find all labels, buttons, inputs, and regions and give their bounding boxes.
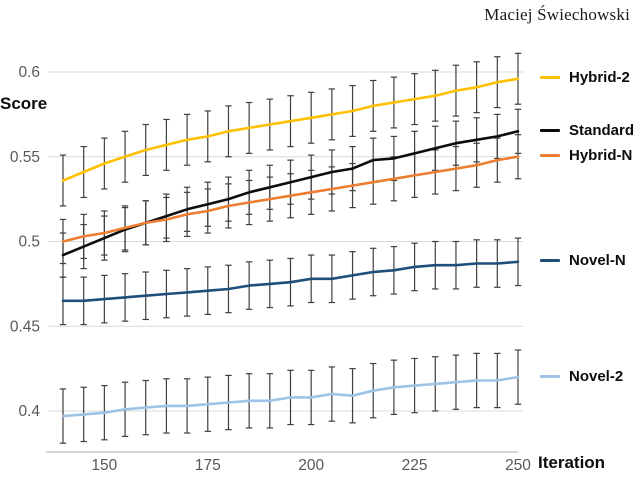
series-line-novel-n [61, 260, 520, 303]
x-tick-label: 250 [505, 457, 531, 474]
legend-item-hybrid-n: Hybrid-N [540, 145, 632, 167]
series-line-novel-2 [61, 375, 520, 418]
x-tick-label: 200 [298, 457, 324, 474]
novel-2-line-swatch-icon [540, 374, 560, 378]
series-line-hybrid-n [61, 155, 520, 243]
hybrid-2-line-swatch-icon [540, 76, 560, 80]
legend-label: Novel-2 [569, 367, 624, 385]
y-tick-label: 0.45 [10, 318, 40, 335]
legend-label: Hybrid-N [569, 147, 633, 165]
legend-item-standard: Standard [540, 119, 634, 141]
x-tick-label: 175 [195, 457, 221, 474]
y-tick-label: 0.4 [18, 403, 40, 420]
legend-item-hybrid-2: Hybrid-2 [540, 67, 630, 89]
series-line-hybrid-2 [61, 77, 520, 182]
hybrid-n-line-swatch-icon [540, 154, 560, 158]
standard-line-swatch-icon [540, 128, 560, 132]
author-name: Maciej Świechowski [484, 5, 630, 24]
legend-label: Novel-N [569, 252, 626, 270]
legend-label: Hybrid-2 [569, 69, 630, 87]
y-tick-label: 0.55 [10, 149, 40, 166]
x-axis-title: Iteration [538, 453, 606, 472]
y-tick-label: 0.6 [18, 64, 40, 81]
novel-n-line-swatch-icon [540, 259, 560, 263]
y-axis-title: Score [0, 94, 48, 113]
x-tick-label: 225 [402, 457, 428, 474]
legend-label: Standard [569, 121, 635, 139]
x-tick-label: 150 [91, 457, 117, 474]
legend-item-novel-n: Novel-N [540, 250, 626, 272]
y-tick-label: 0.5 [18, 234, 40, 251]
legend-item-novel-2: Novel-2 [540, 365, 623, 387]
